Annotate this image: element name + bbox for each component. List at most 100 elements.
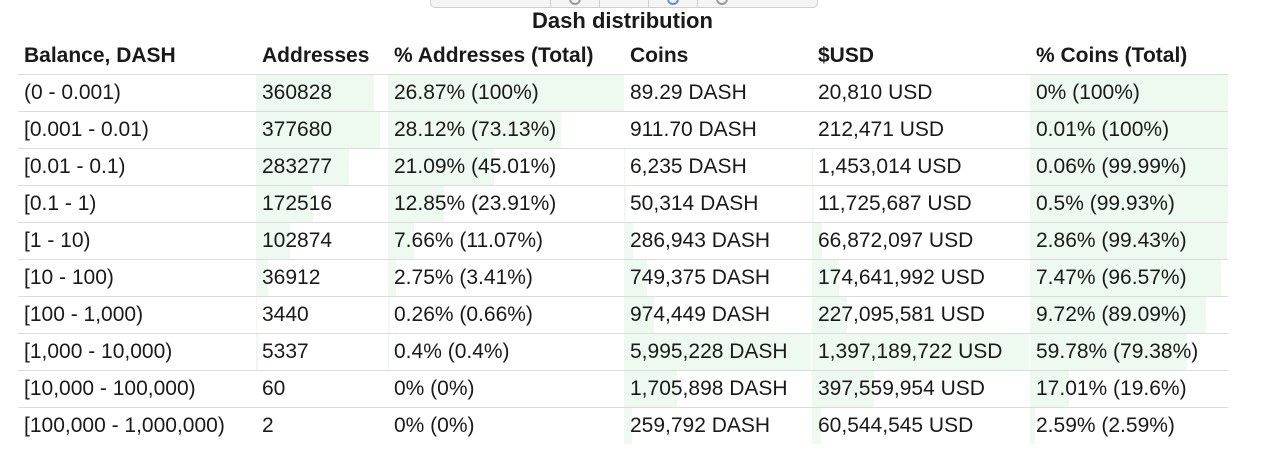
coins-cell: 286,943 DASH <box>624 222 812 260</box>
proportion-bar <box>1030 186 1228 222</box>
usd-cell: 227,095,581 USD <box>812 296 1030 334</box>
coins-cell: 749,375 DASH <box>624 259 812 297</box>
coins-cell: 911.70 DASH <box>624 111 812 149</box>
pct-addresses-cell-text: 0.4% (0.4%) <box>394 340 510 363</box>
pct-coins-cell-text: 59.78% (79.38%) <box>1036 340 1199 363</box>
table-header-row: Balance, DASH Addresses % Addresses (Tot… <box>18 38 1228 75</box>
usd-cell: 11,725,687 USD <box>812 185 1030 223</box>
pct-addresses-cell-text: 0% (0%) <box>394 414 475 437</box>
proportion-bar <box>256 223 290 259</box>
coins-cell: 5,995,228 DASH <box>624 333 812 371</box>
proportion-bar <box>388 334 389 370</box>
pct-coins-cell: 17.01% (19.6%) <box>1030 370 1228 408</box>
balance-cell-text: [10 - 100) <box>24 266 114 289</box>
balance-cell-text: (0 - 0.001) <box>24 81 121 104</box>
addresses-cell-text: 283277 <box>262 155 333 178</box>
balance-cell-text: [1,000 - 10,000) <box>24 340 173 363</box>
pct-coins-cell-text: 9.72% (89.09%) <box>1036 303 1187 326</box>
proportion-bar <box>256 260 269 296</box>
balance-cell: [0.001 - 0.01) <box>18 111 256 149</box>
column-header-usd[interactable]: $USD <box>818 44 875 67</box>
proportion-bar <box>256 75 375 111</box>
proportion-bar <box>624 260 648 296</box>
proportion-bar <box>812 260 840 296</box>
table-row: (0 - 0.001) 360828 26.87% (100%) 89.29 DASH… <box>18 74 1228 112</box>
pct-addresses-cell-text: 21.09% (45.01%) <box>394 155 557 178</box>
column-header-balance[interactable]: Balance, DASH <box>24 44 176 67</box>
proportion-bar <box>624 334 812 370</box>
proportion-bar <box>624 408 633 444</box>
table-row: [0.01 - 0.1) 283277 21.09% (45.01%) 6,235 D… <box>18 148 1228 186</box>
toolbar-segment[interactable] <box>502 0 551 7</box>
coins-cell-text: 974,449 DASH <box>630 303 771 326</box>
pct-coins-cell-text: 0% (100%) <box>1036 81 1140 104</box>
coins-cell: 50,314 DASH <box>624 185 812 223</box>
balance-cell: [10,000 - 100,000) <box>18 370 256 408</box>
usd-cell: 212,471 USD <box>812 111 1030 149</box>
addresses-cell: 172516 <box>256 185 388 223</box>
pct-addresses-cell-text: 26.87% (100%) <box>394 81 539 104</box>
addresses-cell: 283277 <box>256 148 388 186</box>
toolbar-segment[interactable] <box>551 0 600 7</box>
pct-addresses-cell-text: 12.85% (23.91%) <box>394 192 557 215</box>
balance-cell: [100,000 - 1,000,000) <box>18 407 256 444</box>
pct-addresses-cell-text: 2.75% (3.41%) <box>394 266 533 289</box>
balance-cell: [1,000 - 10,000) <box>18 333 256 371</box>
coins-cell-text: 50,314 DASH <box>630 192 759 215</box>
proportion-bar <box>256 297 258 333</box>
addresses-cell-text: 36912 <box>262 266 321 289</box>
addresses-cell-text: 172516 <box>262 192 333 215</box>
toolbar-segment[interactable] <box>698 0 746 7</box>
addresses-cell: 3440 <box>256 296 388 334</box>
pct-addresses-cell: 21.09% (45.01%) <box>388 148 624 186</box>
proportion-bar <box>812 408 822 444</box>
proportion-bar <box>624 186 626 222</box>
coins-cell: 1,705,898 DASH <box>624 370 812 408</box>
proportion-bar <box>388 112 561 148</box>
pct-coins-cell: 9.72% (89.09%) <box>1030 296 1228 334</box>
usd-cell: 66,872,097 USD <box>812 222 1030 260</box>
coins-cell-text: 89.29 DASH <box>630 81 747 104</box>
toolbar-segment[interactable] <box>600 0 649 7</box>
circle-icon <box>667 0 679 5</box>
table-body: (0 - 0.001) 360828 26.87% (100%) 89.29 DASH… <box>18 74 1228 444</box>
addresses-cell-text: 377680 <box>262 118 333 141</box>
addresses-cell-text: 3440 <box>262 303 309 326</box>
pct-coins-cell: 59.78% (79.38%) <box>1030 333 1228 371</box>
column-header-pct-addresses[interactable]: % Addresses (Total) <box>394 44 594 67</box>
distribution-table: Balance, DASH Addresses % Addresses (Tot… <box>18 38 1228 444</box>
column-header-coins[interactable]: Coins <box>630 44 689 67</box>
column-header-addresses[interactable]: Addresses <box>262 44 370 67</box>
circle-icon <box>716 0 728 5</box>
pct-coins-cell-text: 2.59% (2.59%) <box>1036 414 1175 437</box>
table-row: [100,000 - 1,000,000) 2 0% (0%) 259,792 DAS… <box>18 407 1228 444</box>
usd-cell: 174,641,992 USD <box>812 259 1030 297</box>
pct-addresses-cell: 0% (0%) <box>388 370 624 408</box>
usd-cell-text: 66,872,097 USD <box>818 229 974 252</box>
table-row: [10,000 - 100,000) 60 0% (0%) 1,705,898 DAS… <box>18 370 1228 408</box>
proportion-bar <box>256 149 349 185</box>
balance-cell: [10 - 100) <box>18 259 256 297</box>
proportion-bar <box>1030 334 1188 370</box>
coins-cell-text: 286,943 DASH <box>630 229 771 252</box>
pct-addresses-cell-text: 7.66% (11.07%) <box>394 229 544 252</box>
view-toolbar[interactable] <box>430 0 818 8</box>
pct-coins-cell: 0.01% (100%) <box>1030 111 1228 149</box>
addresses-cell: 5337 <box>256 333 388 371</box>
coins-cell: 259,792 DASH <box>624 407 812 444</box>
usd-cell: 1,397,189,722 USD <box>812 333 1030 371</box>
usd-cell: 60,544,545 USD <box>812 407 1030 444</box>
balance-cell-text: [0.1 - 1) <box>24 192 97 215</box>
pct-addresses-cell: 0.4% (0.4%) <box>388 333 624 371</box>
toolbar-segment[interactable] <box>649 0 698 7</box>
addresses-cell: 2 <box>256 407 388 444</box>
table-row: [10 - 100) 36912 2.75% (3.41%) 749,375 DASH… <box>18 259 1228 297</box>
proportion-bar <box>256 112 380 148</box>
table-row: [1,000 - 10,000) 5337 0.4% (0.4%) 5,995,228… <box>18 333 1228 371</box>
coins-cell-text: 749,375 DASH <box>630 266 771 289</box>
usd-cell-text: 1,453,014 USD <box>818 155 962 178</box>
usd-cell-text: 20,810 USD <box>818 81 933 104</box>
column-header-pct-coins[interactable]: % Coins (Total) <box>1036 44 1188 67</box>
pct-addresses-cell: 0% (0%) <box>388 407 624 444</box>
balance-cell-text: [0.001 - 0.01) <box>24 118 149 141</box>
